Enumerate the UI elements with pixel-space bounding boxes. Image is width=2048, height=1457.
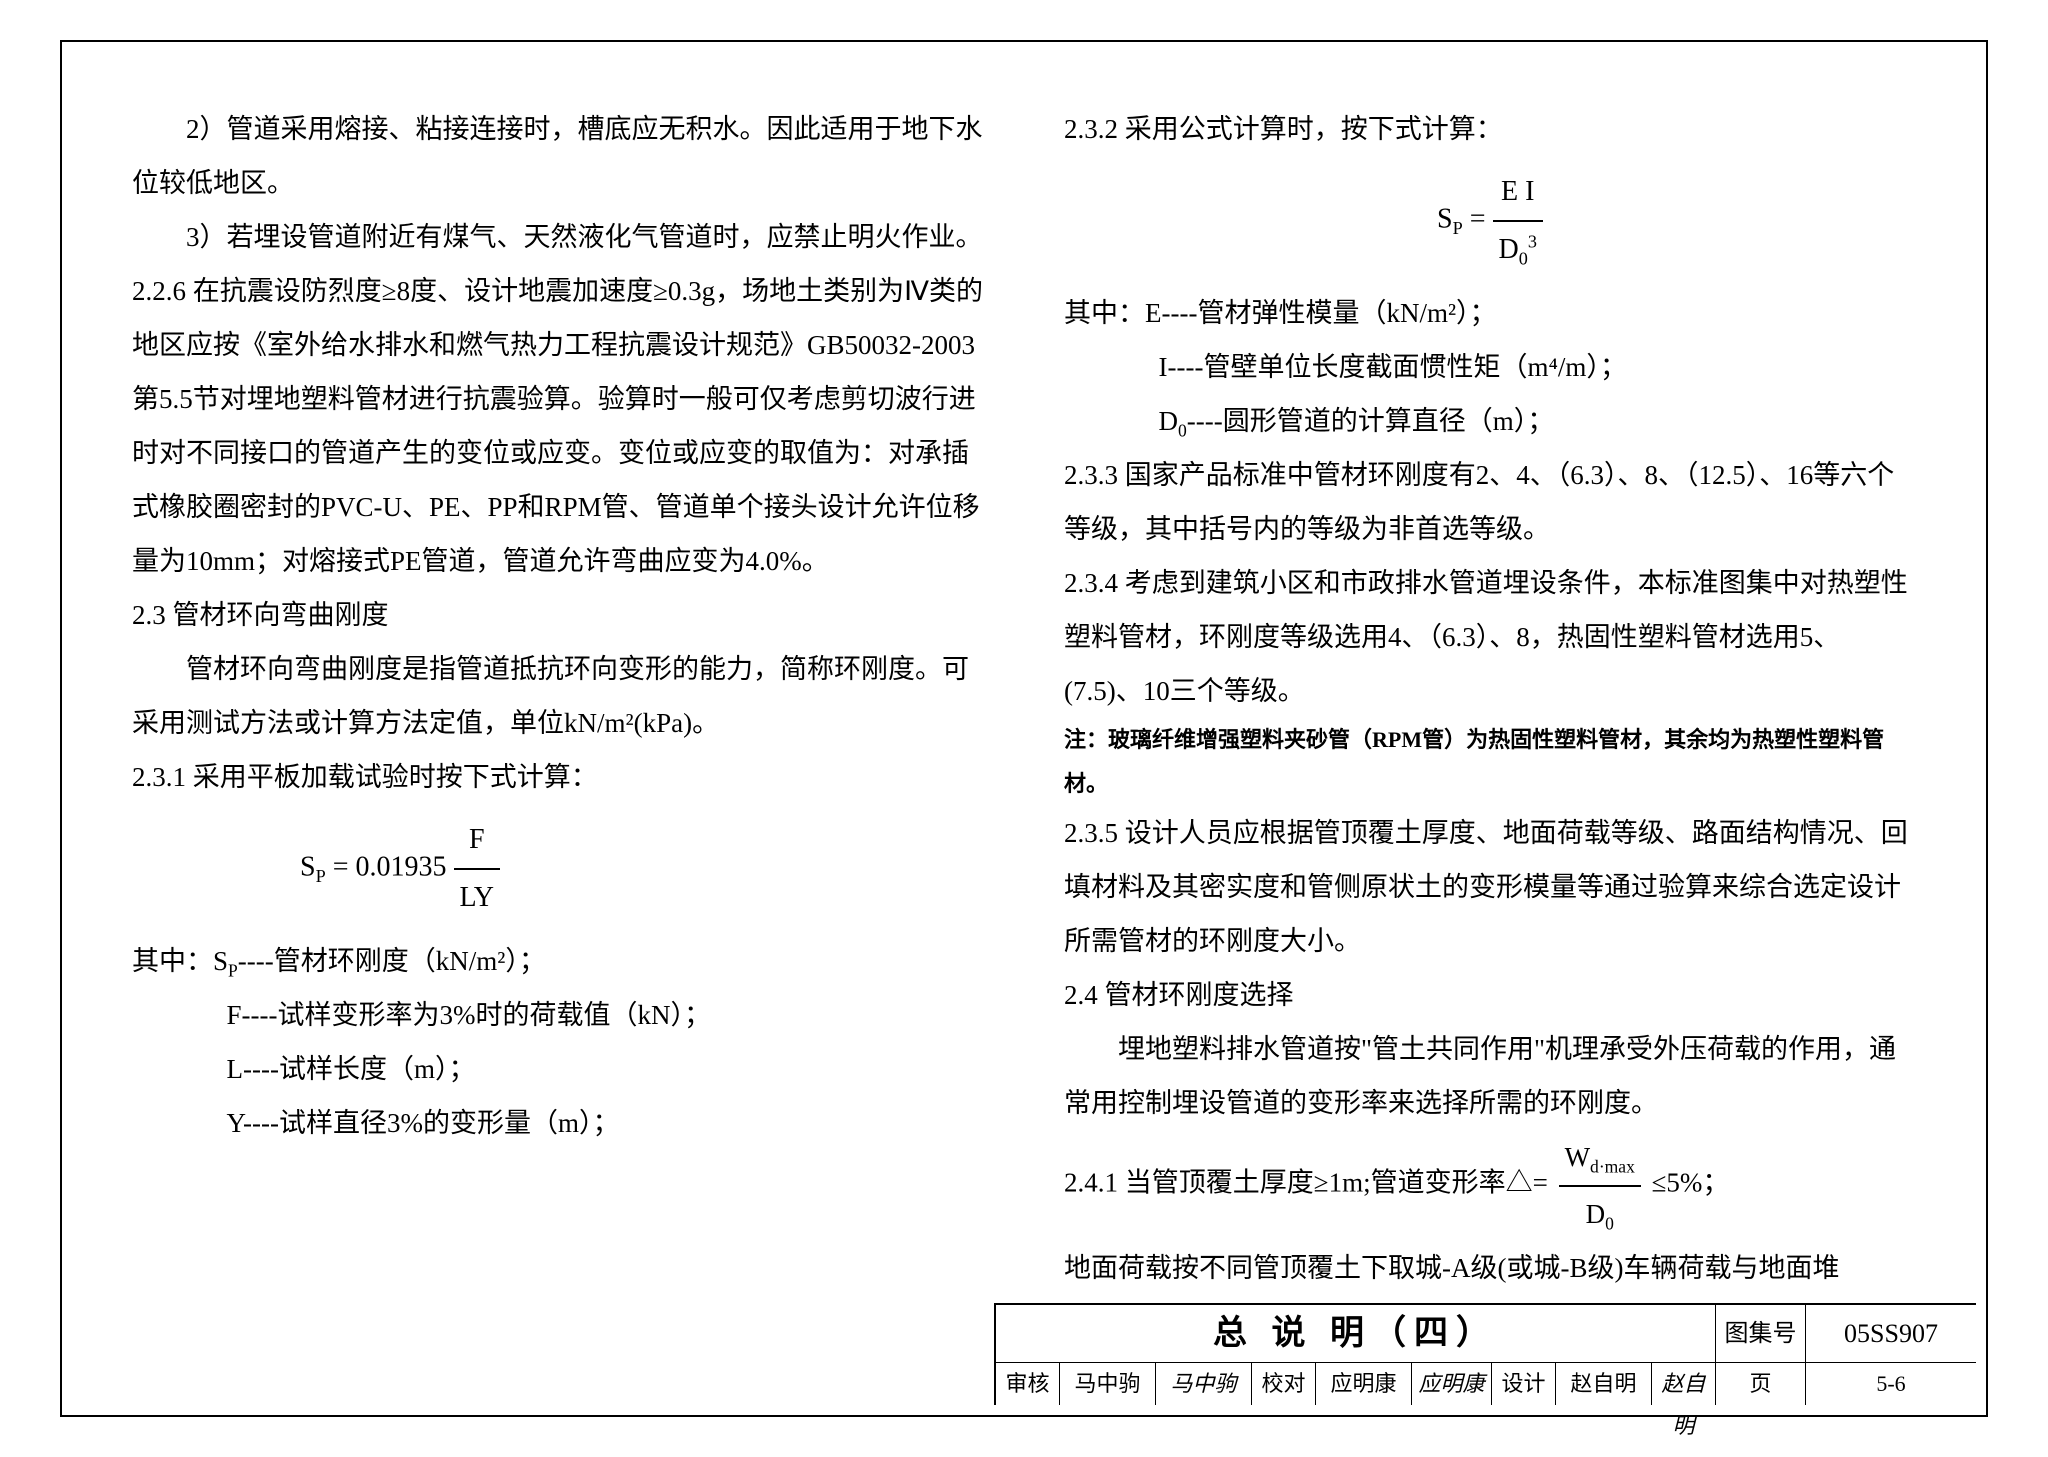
def2-d-sym: D (1159, 406, 1179, 436)
atlas-code: 05SS907 (1806, 1305, 1976, 1362)
design-label: 设计 (1492, 1363, 1556, 1405)
design-sig: 赵自明 (1652, 1363, 1716, 1405)
audit-label: 审核 (996, 1363, 1060, 1405)
heading-231: 2.3.1 采用平板加载试验时按下式计算： (132, 750, 984, 804)
frac2-top: E I (1493, 164, 1543, 222)
def2-d-sub: 0 (1178, 420, 1187, 440)
formula-232: SP = E I D03 (1064, 164, 1916, 278)
page-frame: 2）管道采用熔接、粘接连接时，槽底应无积水。因此适用于地下水位较低地区。 3）若… (60, 40, 1988, 1417)
audit-sig: 马中驹 (1156, 1363, 1252, 1405)
title-block: 总 说 明（四） 图集号 05SS907 审核 马中驹 马中驹 校对 应明康 应… (994, 1303, 1976, 1405)
def2-d-tail: ----圆形管道的计算直径（m）； (1187, 406, 1554, 436)
formula-sp-sub: P (316, 866, 326, 886)
heading-24: 2.4 管材环刚度选择 (1064, 968, 1916, 1022)
def2-e: 其中：E----管材弹性模量（kN/m²）； (1064, 286, 1916, 340)
atlas-label: 图集号 (1716, 1305, 1806, 1362)
formula-fraction: F LY (454, 812, 501, 926)
frac-top: F (454, 812, 501, 870)
para-23-intro: 管材环向弯曲刚度是指管道抵抗环向变形的能力，简称环刚度。可采用测试方法或计算方法… (132, 642, 984, 750)
frac2-d3: 3 (1528, 232, 1537, 252)
left-column: 2）管道采用熔接、粘接连接时，槽底应无积水。因此适用于地下水位较低地区。 3）若… (132, 102, 984, 1285)
p241-frac-top: Wd·max (1559, 1130, 1641, 1186)
page-num: 5-6 (1806, 1363, 1976, 1405)
formula2-fraction: E I D03 (1493, 164, 1543, 278)
para-2: 2）管道采用熔接、粘接连接时，槽底应无积水。因此适用于地下水位较低地区。 (132, 102, 984, 210)
frac2-bot: D03 (1493, 222, 1543, 278)
para-226: 2.2.6 在抗震设防烈度≥8度、设计地震加速度≥0.3g，场地土类别为Ⅳ类的地… (132, 264, 984, 588)
frac-bot: LY (454, 870, 501, 926)
frac2-d0: 0 (1519, 249, 1528, 269)
formula2-eq: = (1470, 203, 1486, 234)
p241-a: 2.4.1 当管顶覆土厚度≥1m;管道变形率△= (1064, 1168, 1548, 1198)
para-235: 2.3.5 设计人员应根据管顶覆土厚度、地面荷载等级、路面结构情况、回填材料及其… (1064, 806, 1916, 968)
title-row-2: 审核 马中驹 马中驹 校对 应明康 应明康 设计 赵自明 赵自明 页 5-6 (996, 1363, 1976, 1405)
def-sp-sub: P (228, 960, 238, 980)
p241-frac: Wd·max D0 (1559, 1130, 1641, 1241)
formula-231: SP = 0.01935 F LY (132, 812, 984, 926)
para-241c: 地面荷载按不同管顶覆土下取城-A级(或城-B级)车辆荷载与地面堆 (1064, 1241, 1916, 1295)
formula-eq: = 0.01935 (333, 851, 447, 882)
def2-i: I----管壁单位长度截面惯性矩（m⁴/m）； (1064, 340, 1916, 394)
note-rpm: 注：玻璃纤维增强塑料夹砂管（RPM管）为热固性塑料管材，其余均为热塑性塑料管材。 (1064, 718, 1916, 806)
def-y: Y----试样直径3%的变形量（m）； (132, 1096, 984, 1150)
check-name: 应明康 (1316, 1363, 1412, 1405)
def-sp-b: ----管材环刚度（kN/m²）； (238, 946, 546, 976)
def-f: F----试样变形率为3%时的荷载值（kN）； (132, 988, 984, 1042)
p241-b: ≤5%； (1652, 1168, 1730, 1198)
heading-23: 2.3 管材环向弯曲刚度 (132, 588, 984, 642)
design-name: 赵自明 (1556, 1363, 1652, 1405)
audit-name: 马中驹 (1060, 1363, 1156, 1405)
doc-title: 总 说 明（四） (996, 1305, 1716, 1362)
def-sp: 其中：SP----管材环刚度（kN/m²）； (132, 934, 984, 988)
content-columns: 2）管道采用熔接、粘接连接时，槽底应无积水。因此适用于地下水位较低地区。 3）若… (132, 102, 1916, 1285)
para-3: 3）若埋设管道附近有煤气、天然液化气管道时，应禁止明火作业。 (132, 210, 984, 264)
p241-frac-bot: D0 (1559, 1187, 1641, 1241)
def2-d: D0----圆形管道的计算直径（m）； (1064, 394, 1916, 448)
page-label: 页 (1716, 1363, 1806, 1405)
check-sig: 应明康 (1412, 1363, 1492, 1405)
para-234: 2.3.4 考虑到建筑小区和市政排水管道埋设条件，本标准图集中对热塑性塑料管材，… (1064, 556, 1916, 718)
check-label: 校对 (1252, 1363, 1316, 1405)
para-24-intro: 埋地塑料排水管道按"管土共同作用"机理承受外压荷载的作用，通常用控制埋设管道的变… (1064, 1022, 1916, 1130)
para-241: 2.4.1 当管顶覆土厚度≥1m;管道变形率△= Wd·max D0 ≤5%； (1064, 1130, 1916, 1241)
formula2-sub: P (1453, 218, 1463, 238)
heading-232: 2.3.2 采用公式计算时，按下式计算： (1064, 102, 1916, 156)
right-column: 2.3.2 采用公式计算时，按下式计算： SP = E I D03 其中：E--… (1064, 102, 1916, 1285)
formula2-s: S (1437, 203, 1453, 234)
def-l: L----试样长度（m）； (132, 1042, 984, 1096)
para-233: 2.3.3 国家产品标准中管材环刚度有2、4、（6.3）、8、（12.5）、16… (1064, 448, 1916, 556)
title-row-1: 总 说 明（四） 图集号 05SS907 (996, 1305, 1976, 1363)
frac2-d: D (1499, 234, 1519, 265)
def-sp-a: 其中：S (132, 946, 228, 976)
formula-sp-s: S (300, 851, 316, 882)
